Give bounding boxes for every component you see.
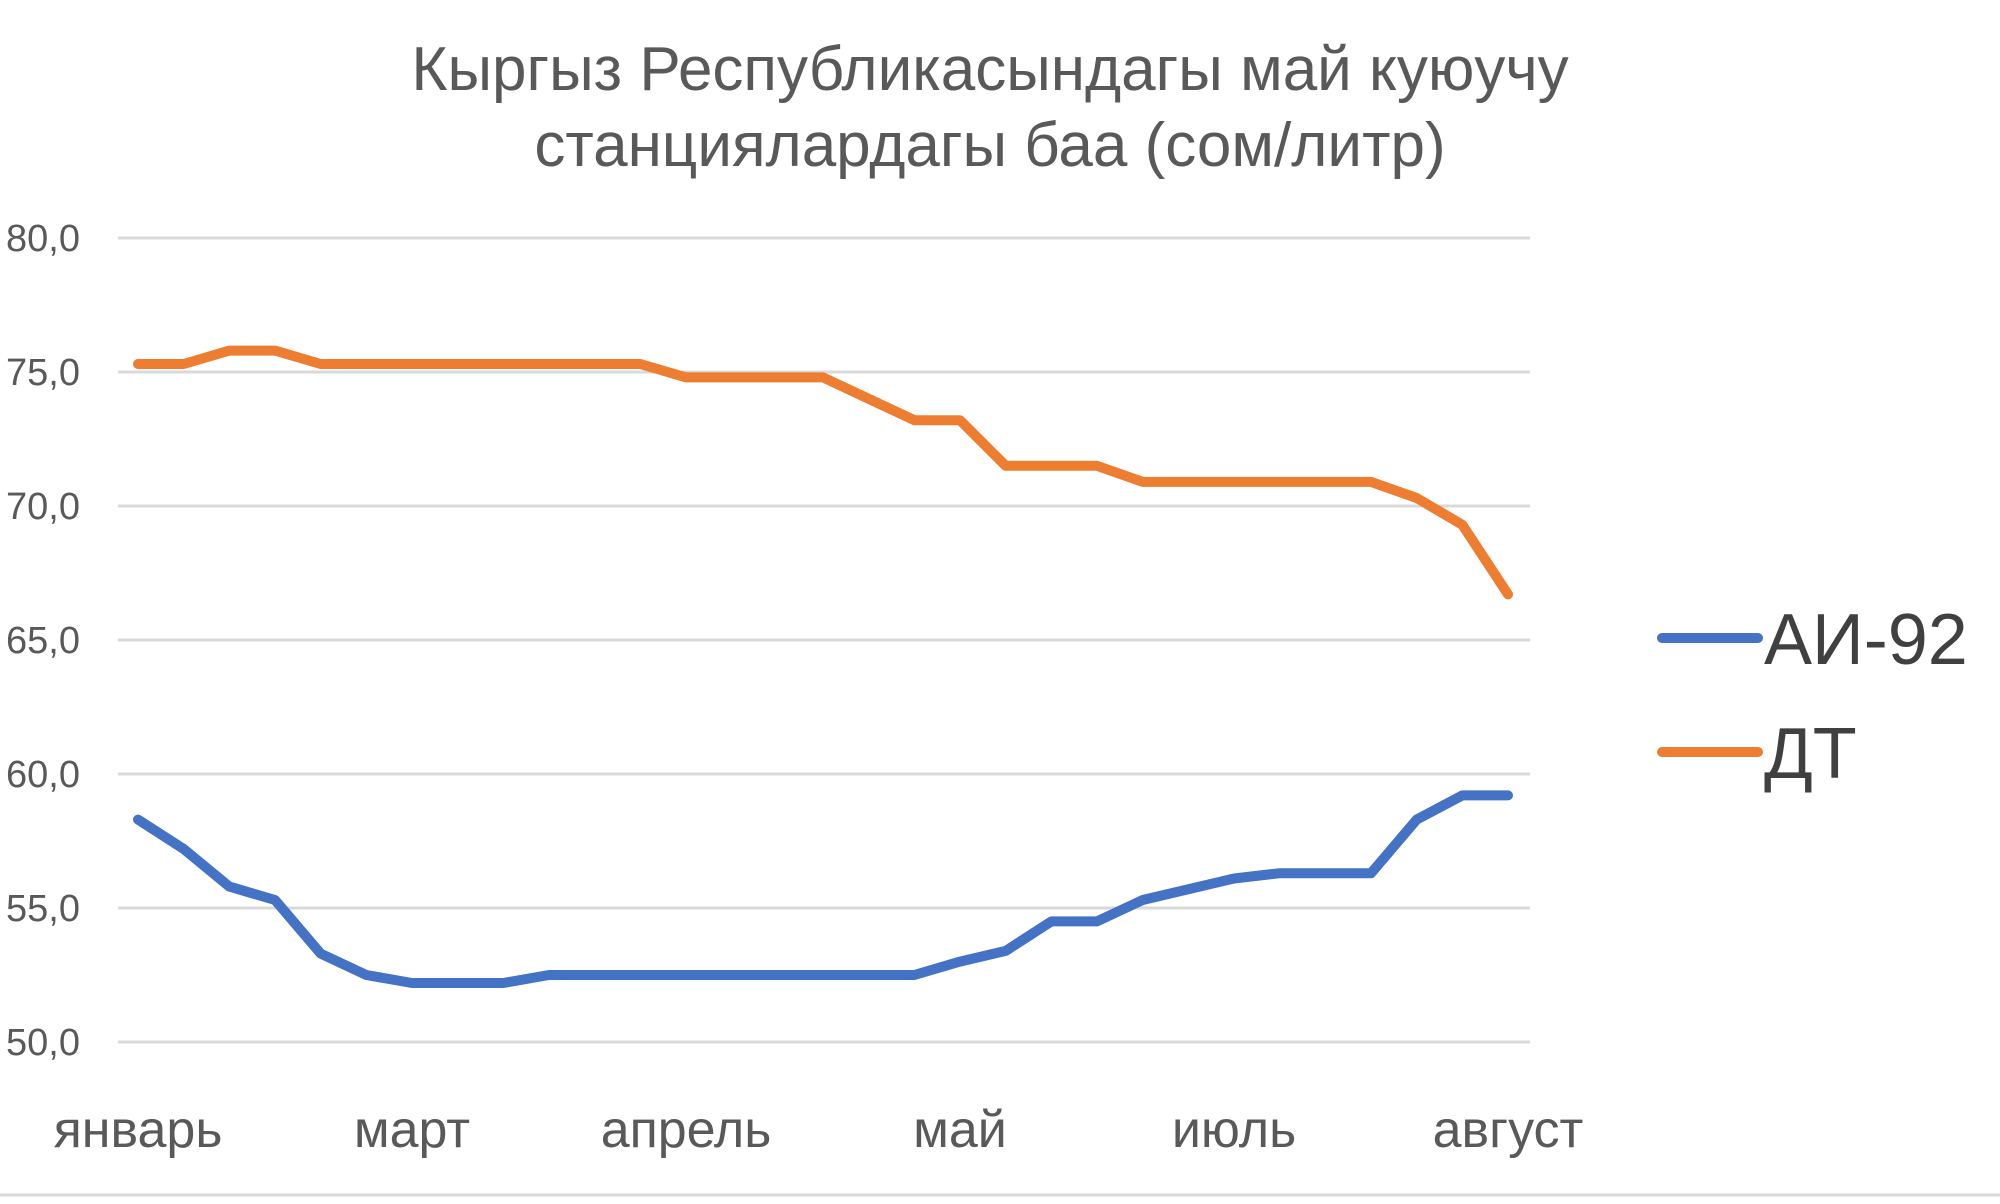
legend-label: ДТ (1764, 714, 1857, 794)
legend-label: АИ-92 (1764, 600, 1968, 680)
series-line-dt (133, 345, 1513, 600)
x-tick-label: май (913, 1101, 1007, 1159)
chart-title: Кыргыз Республикасындагы май куюучу стан… (411, 35, 1568, 180)
x-tick-label: январь (54, 1101, 223, 1159)
chart-title-line-1: Кыргыз Республикасындагы май куюучу (411, 35, 1568, 104)
y-tick-label: 65,0 (6, 620, 80, 662)
y-tick-label: 80,0 (6, 218, 80, 260)
series-line-ai92 (133, 790, 1513, 988)
x-tick-label: март (354, 1101, 470, 1159)
x-tick-label: август (1433, 1101, 1584, 1159)
y-tick-label: 70,0 (6, 486, 80, 528)
y-axis-ticks: 50,0 55,0 60,0 65,0 70,0 75,0 80,0 (6, 218, 80, 1064)
gridlines (118, 236, 1530, 1044)
x-axis-ticks: январь март апрель май июль август (54, 1101, 1584, 1159)
y-tick-label: 60,0 (6, 754, 80, 796)
x-tick-label: июль (1172, 1101, 1296, 1159)
chart-title-line-2: станциялардагы баа (сом/литр) (534, 111, 1445, 180)
series-lines (133, 345, 1513, 988)
y-tick-label: 55,0 (6, 888, 80, 930)
x-tick-label: апрель (601, 1101, 772, 1159)
y-tick-label: 75,0 (6, 352, 80, 394)
y-tick-label: 50,0 (6, 1022, 80, 1064)
legend: АИ-92 ДТ (1657, 600, 1968, 794)
